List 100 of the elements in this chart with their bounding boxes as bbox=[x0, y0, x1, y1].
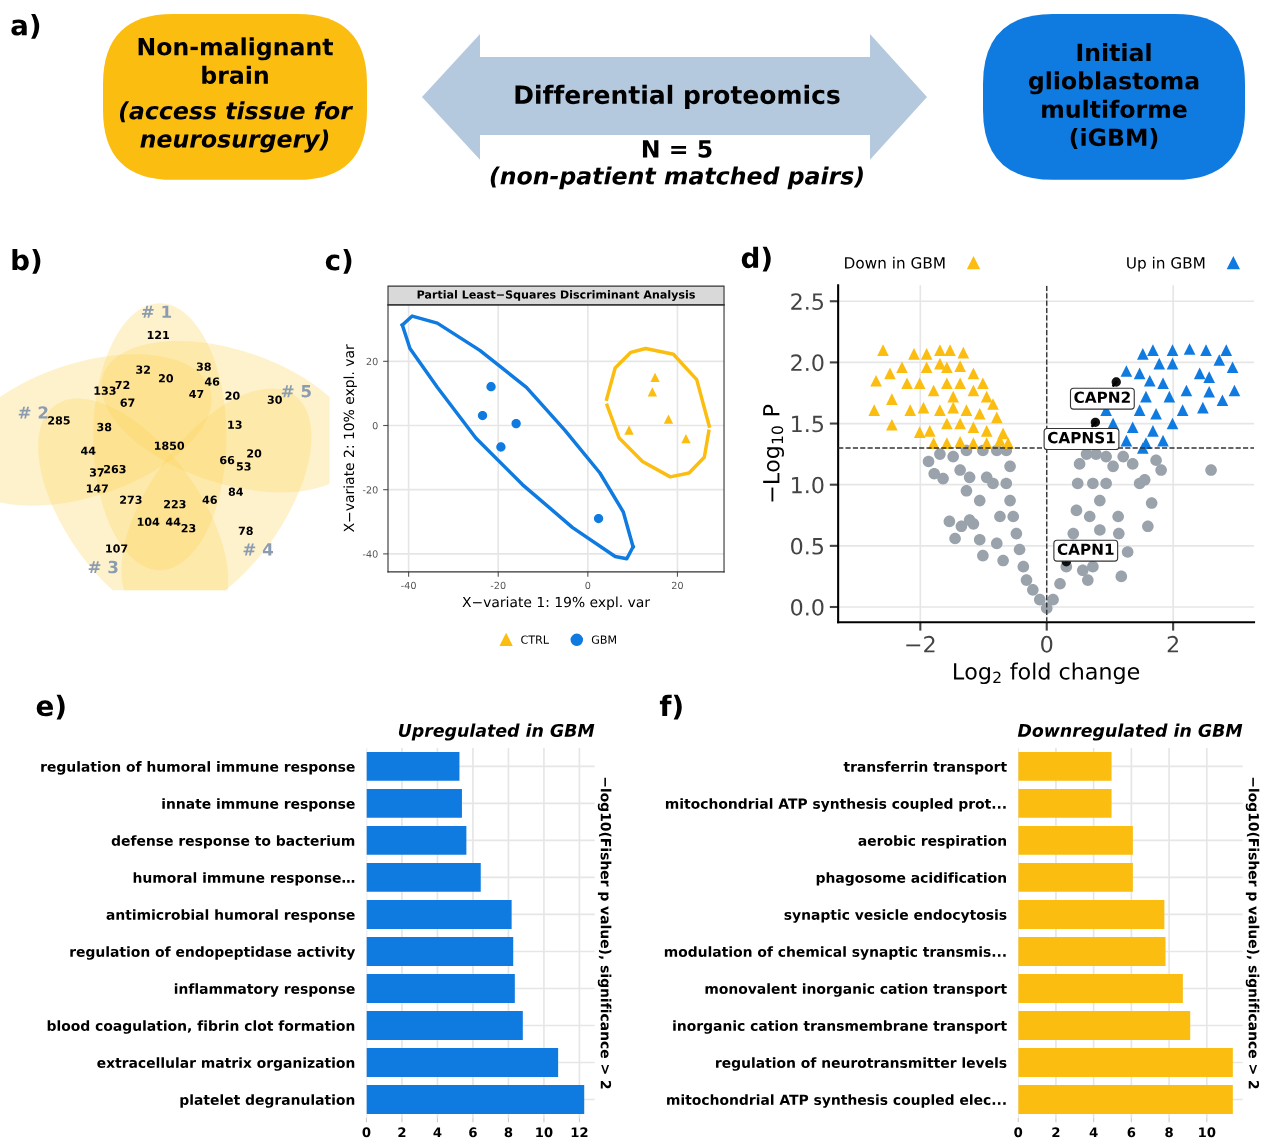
text: 121 bbox=[147, 330, 170, 339]
y-tick-label: 20 bbox=[366, 357, 378, 366]
text: (non-patient matched pairs) bbox=[490, 166, 863, 190]
text: Differential proteomics bbox=[515, 84, 840, 110]
text: 107 bbox=[106, 544, 128, 553]
x-tick-label: 2 bbox=[1052, 1127, 1060, 1138]
text: 67 bbox=[120, 398, 135, 407]
y-tick-label: mitochondrial ATP synthesis coupled prot... bbox=[665, 798, 1006, 812]
y-tick-label: mitochondrial ATP synthesis coupled elec... bbox=[667, 1094, 1006, 1108]
x-tick-label: 2 bbox=[1167, 635, 1178, 653]
y-tick-label: modulation of chemical synaptic transmis... bbox=[664, 946, 1006, 960]
y-tick-label: inflammatory response bbox=[174, 983, 355, 997]
text: 38 bbox=[97, 422, 112, 432]
text: 46 bbox=[204, 377, 220, 386]
chart-title: Upregulated in GBM bbox=[398, 723, 595, 741]
y-tick-label: extracellular matrix organization bbox=[97, 1057, 355, 1071]
text: # 1 bbox=[141, 305, 172, 318]
text: 37 bbox=[89, 468, 104, 477]
legend-label: CTRL bbox=[521, 635, 549, 644]
chart-title: Downregulated in GBM bbox=[1017, 723, 1243, 741]
text: 20 bbox=[247, 449, 262, 458]
x-tick-label: 0 bbox=[1014, 1127, 1023, 1138]
text: 32 bbox=[136, 365, 150, 374]
text: 147 bbox=[86, 484, 108, 493]
y-tick-label: 1.0 bbox=[792, 476, 824, 494]
x-tick-label: 0 bbox=[1041, 635, 1053, 653]
text: 47 bbox=[189, 389, 204, 399]
x-tick-label: 8 bbox=[1165, 1127, 1173, 1138]
annotation: CAPNS1 bbox=[1047, 431, 1115, 444]
y-tick-label: 1.5 bbox=[792, 415, 824, 433]
y-tick-label: 0 bbox=[372, 421, 378, 430]
text: # 3 bbox=[88, 560, 118, 574]
text: 72 bbox=[115, 380, 130, 390]
text: 20 bbox=[158, 374, 174, 383]
annotation: CAPN1 bbox=[1057, 543, 1114, 556]
text: 223 bbox=[164, 499, 186, 509]
legend-label: Up in GBM bbox=[1127, 256, 1205, 272]
text: 133 bbox=[94, 386, 116, 395]
text: 53 bbox=[236, 462, 251, 471]
text: Initial glioblastoma multiforme (iGBM) bbox=[1028, 43, 1199, 149]
y-tick-label: 2.5 bbox=[791, 293, 824, 311]
x-tick-label: 6 bbox=[469, 1127, 477, 1138]
y-axis-title: −Log$_{10}$ P bbox=[763, 404, 784, 502]
text: a) bbox=[11, 14, 40, 39]
y-tick-label: -20 bbox=[362, 486, 378, 494]
y2-axis-title: −log10(Fisher p value), significance > 2 bbox=[1245, 777, 1260, 1089]
text: (access tissue for neurosurgery) bbox=[119, 101, 354, 153]
y-tick-label: regulation of endopeptidase activity bbox=[70, 946, 356, 960]
y-tick-label: platelet degranulation bbox=[180, 1094, 355, 1108]
text: 84 bbox=[228, 487, 243, 496]
y-tick-label: regulation of neurotransmitter levels bbox=[716, 1057, 1007, 1071]
y-tick-label: synaptic vesicle endocytosis bbox=[784, 909, 1007, 923]
text: Non-malignant brain bbox=[138, 37, 333, 84]
text: # 5 bbox=[281, 385, 311, 398]
legend-label: Down in GBM bbox=[845, 256, 945, 269]
x-tick-label: 0 bbox=[585, 581, 591, 590]
y-tick-label: humoral immune response… bbox=[133, 872, 355, 886]
text: 44 bbox=[165, 517, 181, 526]
text: 273 bbox=[120, 495, 142, 504]
text: 104 bbox=[137, 517, 160, 527]
y-tick-label: 2.0 bbox=[791, 354, 824, 372]
x-tick-label: 4 bbox=[433, 1127, 442, 1138]
chart-title: Partial Least−Squares Discriminant Analysis bbox=[417, 290, 695, 301]
text: 44 bbox=[81, 446, 96, 455]
text: 263 bbox=[104, 464, 126, 474]
x-tick-label: -20 bbox=[490, 581, 506, 590]
text: # 4 bbox=[243, 543, 273, 556]
text: 13 bbox=[228, 420, 242, 429]
y2-axis-title: −log10(Fisher p value), significance > 2 bbox=[597, 777, 612, 1089]
y-tick-label: transferrin transport bbox=[843, 761, 1007, 775]
text: 1850 bbox=[154, 441, 185, 450]
x-tick-label: −2 bbox=[906, 635, 935, 653]
x-tick-label: 8 bbox=[504, 1127, 513, 1138]
text: c) bbox=[325, 249, 352, 274]
y-tick-label: inorganic cation transmembrane transport bbox=[673, 1020, 1007, 1034]
y-tick-label: blood coagulation, fibrin clot formation bbox=[47, 1020, 355, 1034]
x-tick-label: 12 bbox=[571, 1127, 588, 1138]
y-tick-label: aerobic respiration bbox=[858, 835, 1007, 849]
y-tick-label: defense response to bacterium bbox=[111, 835, 355, 849]
text: 285 bbox=[48, 416, 70, 425]
text: 66 bbox=[220, 455, 235, 465]
text: 30 bbox=[267, 395, 282, 404]
x-tick-label: -40 bbox=[401, 581, 416, 590]
text: d) bbox=[741, 246, 771, 272]
x-tick-label: 10 bbox=[536, 1127, 553, 1138]
text: 46 bbox=[202, 495, 217, 504]
y-tick-label: regulation of humoral immune response bbox=[41, 761, 355, 775]
x-axis-title: Log$_{2}$ fold change bbox=[954, 662, 1140, 685]
y-tick-label: innate immune response bbox=[162, 798, 355, 812]
text: 23 bbox=[181, 523, 196, 533]
y-tick-label: 0.0 bbox=[791, 598, 824, 616]
annotation: CAPN2 bbox=[1074, 391, 1130, 404]
x-tick-label: 10 bbox=[1199, 1127, 1216, 1138]
x-tick-label: 4 bbox=[1089, 1127, 1098, 1138]
text: e) bbox=[36, 694, 65, 720]
y-tick-label: monovalent inorganic cation transport bbox=[705, 983, 1007, 997]
text: 78 bbox=[238, 526, 253, 536]
text: b) bbox=[12, 248, 41, 274]
y-tick-label: 0.5 bbox=[791, 537, 824, 555]
x-tick-label: 2 bbox=[398, 1127, 406, 1138]
